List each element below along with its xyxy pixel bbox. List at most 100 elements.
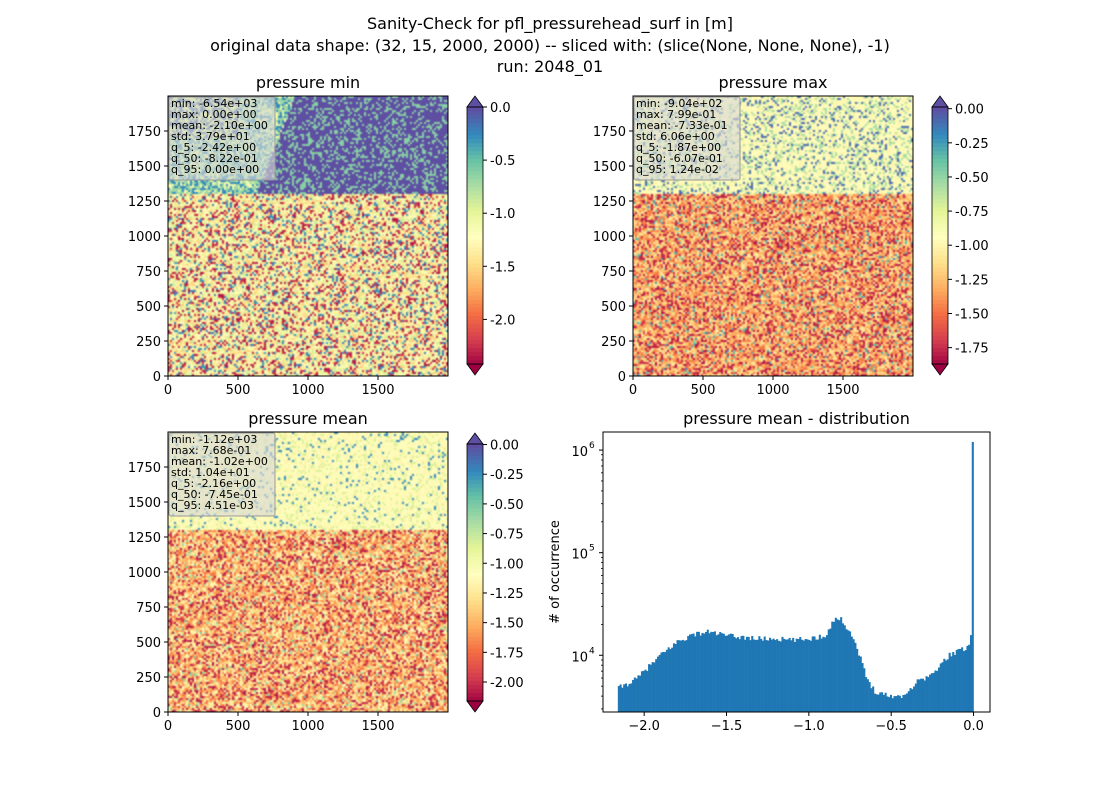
histogram-bar [665,649,668,712]
axes-frame [602,431,991,713]
y-tick-label: 0 [153,370,161,385]
colorbar-segment [467,600,483,606]
colorbar-segment [467,580,483,586]
x-tick-label: −0.5 [875,719,907,734]
colorbar-segment [467,480,483,485]
colorbar-segment [467,343,483,349]
colorbar-segment [932,287,948,293]
colorbar-segment [467,460,483,465]
colorbar-segment [932,231,948,237]
x-tick-label: 1500 [361,719,394,734]
histogram-bar [936,670,939,712]
histogram-bar [774,640,777,712]
colorbar-segment [467,648,483,654]
colorbar-tick-label: -1.5 [490,260,515,275]
colorbar-segment [932,235,948,241]
colorbar-segment [932,167,948,172]
colorbar-segment [932,123,948,128]
colorbar-segment [467,139,483,144]
histogram-bar [651,662,654,712]
histogram-bar [680,640,683,712]
colorbar-segment [932,223,948,229]
colorbar-segment [467,327,483,333]
colorbar-segment [467,119,483,124]
histogram-bar [660,652,663,712]
colorbar-segment [467,143,483,148]
colorbar-segment [467,548,483,554]
colorbar-segment [932,195,948,200]
colorbar-segment [467,560,483,566]
colorbar-segment [467,692,483,698]
colorbar-segment [467,468,483,473]
histogram-bar [939,663,942,712]
histogram-bar [672,643,676,712]
colorbar-segment [467,484,483,489]
histogram-bar [859,656,862,712]
histogram-bar [664,652,667,712]
panel-3: pressure mean 0 500 1000 1500 0 250 500 750 1000 1… [128,409,524,734]
colorbar-segment [467,243,483,249]
histogram-bar [795,638,798,712]
colorbar-segment [467,199,483,204]
histogram-bar [713,631,716,712]
colorbar-segment [932,347,948,353]
histogram-bar [731,633,734,712]
colorbar-segment [932,203,948,208]
y-tick-label: 1250 [593,195,626,210]
y-tick-label: 10 [571,445,588,460]
histogram-bar [742,635,745,712]
histogram-bar [961,647,964,712]
colorbar-segment [467,688,483,694]
histogram-bar [756,639,759,712]
colorbar-segment [467,660,483,666]
histogram-bar [870,688,873,712]
colorbar-segment [932,327,948,333]
panel-1: pressure min 0 500 1000 1500 0 250 500 750 1000 12… [128,73,515,398]
histogram-bar [817,639,820,712]
histogram-bar [777,640,780,712]
colorbar-segment [932,247,948,253]
colorbar-segment [932,171,948,176]
y-tick-exponent: 5 [589,544,595,554]
histogram-bar [637,675,640,712]
histogram-bar [619,684,622,712]
colorbar-segment [467,211,483,217]
colorbar-segment [467,528,483,533]
colorbar-segment [932,239,948,245]
histogram-bar [873,693,877,712]
y-tick-label: 1750 [593,125,626,140]
histogram-bar [740,635,743,712]
colorbar-segment [467,175,483,180]
colorbar-segment [467,576,483,582]
colorbar-segment [467,644,483,650]
colorbar-segment [467,676,483,682]
histogram-bar [914,683,917,712]
histogram-bar [669,649,672,712]
colorbar-tick-label: -0.25 [955,137,989,152]
colorbar-segment [467,556,483,562]
histogram-bar [827,629,830,712]
histogram-bar [891,698,894,712]
y-tick-label: 1500 [128,160,161,175]
histogram-bar [694,636,697,712]
colorbar-segment [467,696,483,702]
colorbar-segment [467,632,483,638]
histogram-bar [779,641,782,712]
colorbar-segment [932,147,948,152]
histogram-bar [801,639,804,712]
colorbar-tick-label: -0.50 [955,171,989,186]
histogram-bar [735,638,738,712]
histogram-bar [856,648,859,712]
histogram-bar [895,696,898,712]
y-tick-label: 1250 [128,195,161,210]
colorbar-segment [467,464,483,469]
colorbar-segment [932,159,948,164]
histogram-bar [829,628,832,712]
histogram-bar [925,676,928,712]
histogram-bar [729,633,732,712]
colorbar-tick-label: -0.50 [490,498,524,513]
stats-line: min: -1.12e+03 [171,433,257,446]
histogram-bar [724,635,727,712]
colorbar-tick-label: -1.50 [955,307,989,322]
colorbar-segment [467,488,483,493]
